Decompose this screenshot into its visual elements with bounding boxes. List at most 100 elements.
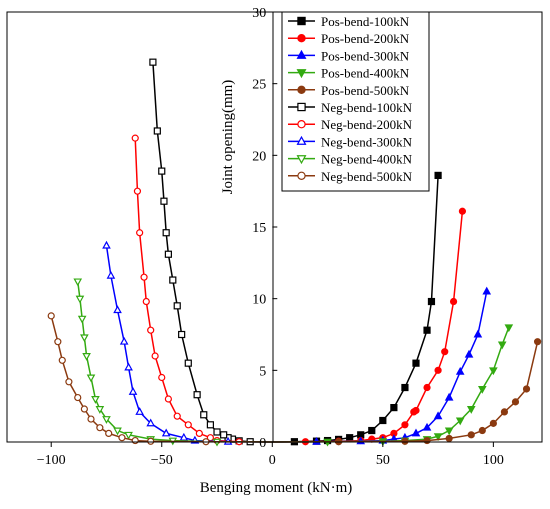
x-tick-label: 100 (483, 453, 504, 468)
data-point (433, 433, 443, 442)
legend-item: Pos-bend-100kN (288, 14, 410, 29)
data-point (297, 34, 306, 43)
data-point (368, 426, 376, 435)
data-point (401, 421, 409, 429)
data-point (164, 250, 172, 258)
data-point (173, 412, 181, 420)
data-point (346, 434, 354, 442)
data-point (54, 338, 62, 346)
data-point (147, 437, 155, 445)
legend-label: Pos-bend-400kN (321, 66, 410, 81)
data-point (296, 155, 307, 165)
data-point (411, 428, 421, 437)
data-point (131, 436, 139, 445)
series-pos-bend-400kn (272, 324, 514, 447)
legend-label: Pos-bend-300kN (321, 48, 410, 63)
x-tick-label: −50 (151, 453, 173, 468)
data-point (158, 167, 166, 175)
y-axis-title: Joint opening(mm) (220, 80, 236, 195)
data-point (477, 385, 487, 394)
series-neg-bend-100kn (149, 58, 273, 446)
data-point (178, 330, 186, 339)
data-point (95, 406, 105, 414)
data-point (102, 416, 111, 424)
legend-item: Neg-bend-300kN (288, 134, 413, 149)
data-point (401, 437, 409, 445)
data-point (478, 426, 486, 435)
data-point (423, 436, 431, 445)
data-point (455, 417, 465, 426)
data-point (296, 49, 307, 59)
legend-label: Pos-bend-500kN (321, 83, 410, 98)
data-point (200, 411, 208, 419)
legend-item: Neg-bend-100kN (288, 100, 413, 115)
data-point (96, 424, 104, 432)
legend-label: Neg-bend-500kN (321, 169, 413, 184)
data-point (91, 396, 100, 404)
data-point (164, 395, 172, 403)
data-point (455, 366, 465, 375)
legend-item: Pos-bend-200kN (288, 31, 410, 46)
data-point (184, 421, 192, 429)
data-point (533, 338, 542, 346)
data-point (449, 297, 458, 306)
data-point (195, 429, 203, 437)
x-tick-label: 0 (269, 453, 276, 468)
data-point (118, 434, 126, 442)
legend-label: Neg-bend-100kN (321, 100, 413, 115)
data-point (458, 207, 467, 215)
data-point (133, 187, 142, 195)
legend: Pos-bend-100kN Pos-bend-200kN Pos-bend-300… (281, 11, 430, 192)
data-point (206, 421, 214, 429)
data-point (379, 416, 387, 425)
data-point (434, 366, 442, 374)
data-point (500, 408, 509, 416)
data-point (77, 315, 87, 324)
series-layer (47, 58, 542, 447)
y-tick-label: 0 (259, 436, 266, 451)
series-neg-bend-500kn (47, 312, 273, 446)
x-tick-label: 50 (376, 453, 390, 468)
data-point (162, 229, 170, 237)
x-axis-title: Benging moment (kN·m) (200, 480, 352, 496)
series-line (134, 138, 273, 443)
data-point (86, 374, 96, 383)
data-point (58, 356, 66, 364)
data-point (297, 85, 306, 95)
data-point (412, 359, 420, 367)
legend-item: Pos-bend-500kN (288, 83, 410, 98)
data-point (47, 312, 55, 320)
legend-label: Neg-bend-200kN (321, 117, 413, 132)
y-tick-label: 30 (252, 6, 266, 21)
data-point (149, 58, 157, 66)
data-point (169, 276, 177, 284)
data-point (213, 428, 221, 436)
data-point (220, 431, 228, 439)
data-point (422, 422, 432, 431)
data-point (146, 418, 156, 427)
data-point (489, 419, 497, 427)
data-point (390, 404, 398, 412)
data-point (151, 352, 159, 360)
data-point (444, 427, 454, 436)
data-point (124, 362, 133, 371)
data-point (423, 326, 431, 334)
data-point (158, 373, 166, 382)
data-point (297, 171, 306, 180)
data-point (489, 367, 498, 376)
legend-item: Neg-bend-500kN (288, 169, 413, 184)
data-point (147, 326, 155, 334)
series-pos-bend-500kn (272, 338, 542, 446)
y-tick-label: 10 (252, 293, 266, 308)
data-point (296, 69, 307, 79)
data-point (434, 171, 442, 179)
data-point (80, 405, 88, 413)
data-point (142, 297, 150, 306)
data-point (119, 336, 129, 345)
data-point (153, 127, 161, 135)
legend-label: Neg-bend-300kN (321, 134, 413, 149)
data-point (433, 411, 443, 420)
legend-box (281, 11, 430, 192)
data-point (401, 383, 409, 392)
data-point (80, 334, 89, 343)
